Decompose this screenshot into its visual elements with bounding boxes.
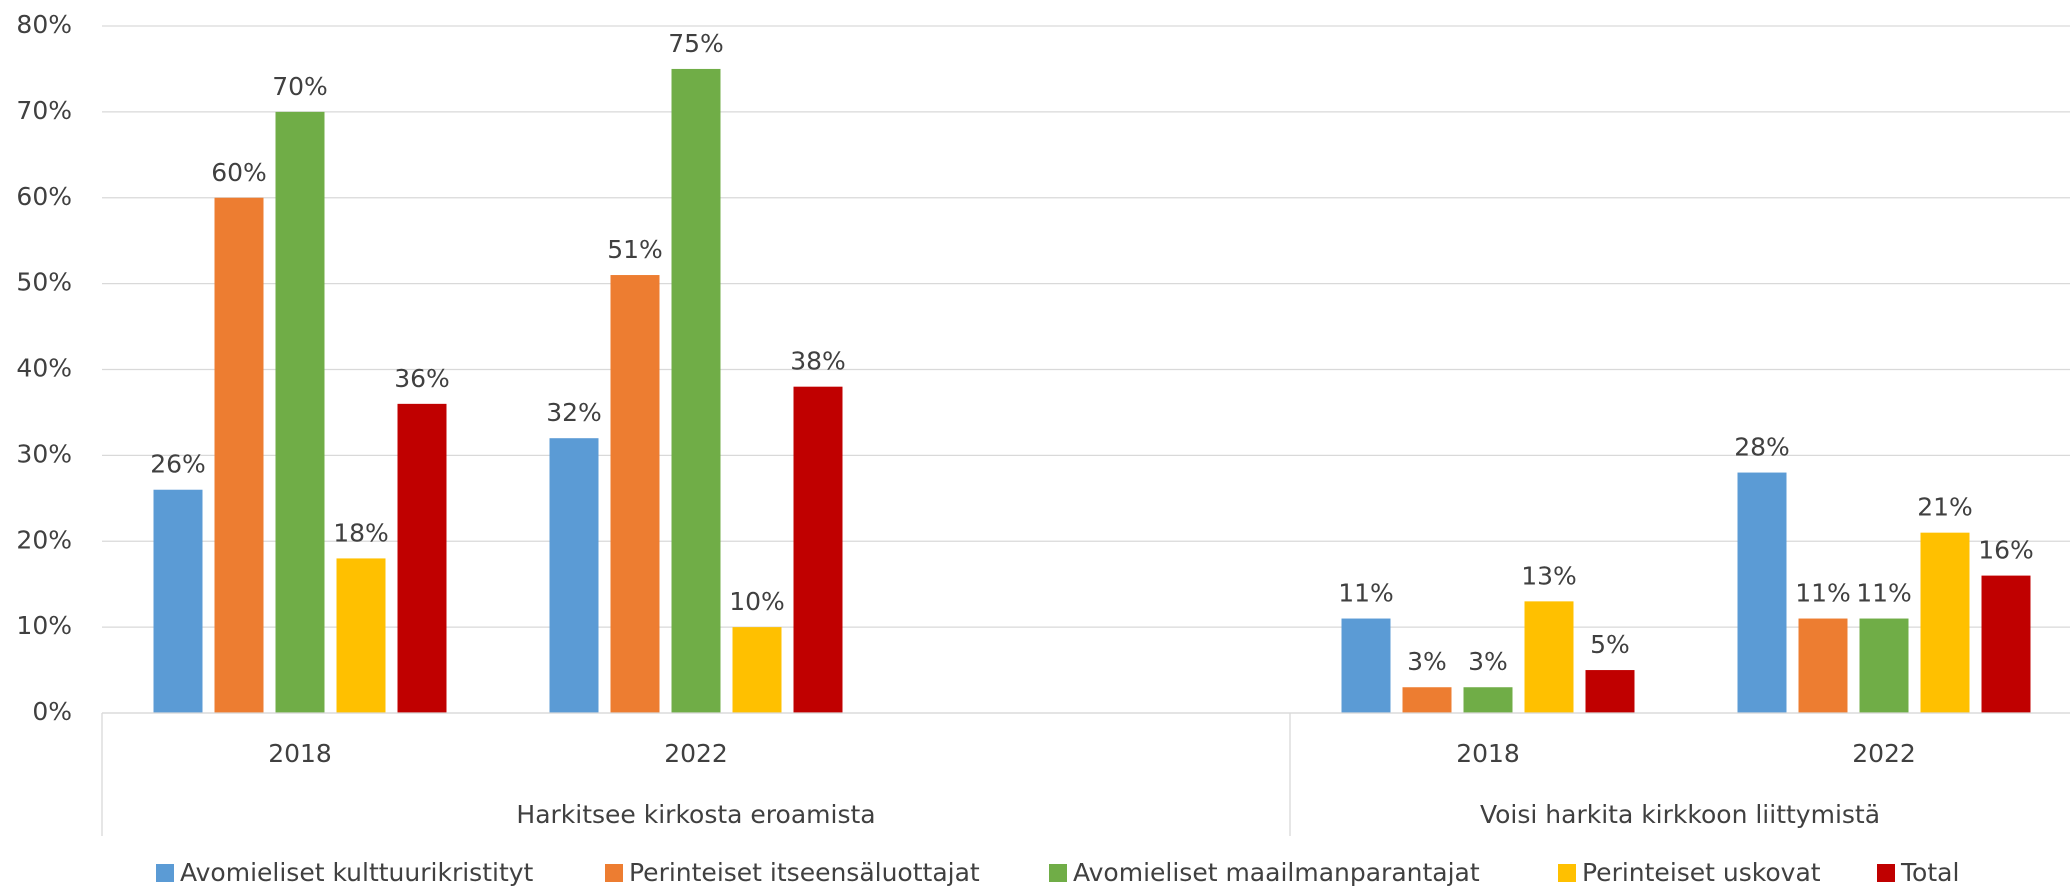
data-label: 38% [790,347,846,376]
y-tick-label: 20% [16,525,72,554]
group-label: Harkitsee kirkosta eroamista [516,800,875,829]
x-tick-label: 2022 [1852,739,1916,768]
bar [793,386,843,713]
y-tick-label: 60% [16,182,72,211]
legend-label: Avomieliset maailmanparantajat [1073,858,1480,887]
legend-swatch [156,864,174,882]
data-label: 3% [1468,647,1508,676]
y-tick-label: 10% [16,611,72,640]
bar [214,197,264,713]
bar [1463,687,1513,713]
bar [549,438,599,713]
data-label: 10% [729,587,785,616]
legend-label: Avomieliset kulttuurikristityt [180,858,534,887]
bar [610,275,660,713]
y-tick-label: 50% [16,268,72,297]
bar [397,403,447,713]
bar [1798,618,1848,713]
legend-swatch [605,864,623,882]
x-tick-label: 2018 [1456,739,1520,768]
y-tick-label: 30% [16,439,72,468]
group-label: Voisi harkita kirkkoon liittymistä [1480,800,1880,829]
data-label: 11% [1338,579,1394,608]
y-tick-label: 70% [16,96,72,125]
bar [1981,575,2031,713]
bar [1737,472,1787,713]
data-label: 3% [1407,647,1447,676]
bar [732,627,782,713]
data-label: 26% [150,450,206,479]
legend-label: Perinteiset uskovat [1582,858,1821,887]
data-label: 36% [394,364,450,393]
bar [1920,532,1970,713]
data-label: 28% [1734,433,1790,462]
bar [1585,670,1635,713]
data-label: 11% [1856,579,1912,608]
data-label: 11% [1795,579,1851,608]
legend-swatch [1049,864,1067,882]
legend-label: Perinteiset itseensäluottajat [629,858,980,887]
legend-label: Total [1900,858,1959,887]
data-label: 16% [1978,536,2034,565]
bar [275,111,325,713]
bar [336,558,386,713]
data-label: 51% [607,235,663,264]
y-tick-label: 40% [16,354,72,383]
bar [1859,618,1909,713]
data-label: 32% [546,398,602,427]
y-tick-label: 0% [32,697,72,726]
legend-swatch [1558,864,1576,882]
y-tick-label: 80% [16,10,72,39]
bar [1341,618,1391,713]
bar [153,489,203,713]
data-label: 21% [1917,493,1973,522]
legend-swatch [1877,864,1895,882]
x-tick-label: 2022 [664,739,728,768]
data-label: 13% [1521,561,1577,590]
data-label: 18% [333,518,389,547]
bar [1524,601,1574,713]
bar [671,68,721,713]
bar [1402,687,1452,713]
data-label: 60% [211,158,267,187]
data-label: 5% [1590,630,1630,659]
data-label: 70% [272,72,328,101]
x-tick-label: 2018 [268,739,332,768]
data-label: 75% [668,29,724,58]
